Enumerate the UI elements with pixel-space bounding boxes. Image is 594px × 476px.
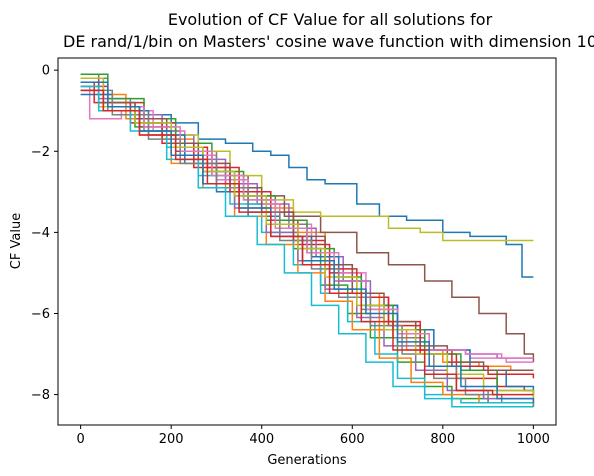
x-axis: 0 200 400 600 800 1000: [76, 425, 550, 447]
x-tick-label: 400: [249, 432, 274, 447]
series-line: [80, 77, 535, 399]
series-line: [80, 89, 535, 407]
chart-title-line-2: DE rand/1/bin on Masters' cosine wave fu…: [63, 32, 594, 51]
y-tick-label: −4: [31, 226, 50, 241]
x-tick-label: 600: [340, 432, 365, 447]
x-axis-label: Generations: [267, 453, 347, 468]
y-axis-label: CF Value: [9, 213, 24, 269]
y-tick-label: −6: [31, 307, 50, 322]
y-tick-label: −8: [31, 388, 50, 403]
plot-frame: [57, 57, 557, 426]
x-tick-label: 800: [430, 432, 455, 447]
x-tick-label: 200: [159, 432, 184, 447]
series-group: [80, 73, 535, 408]
y-tick-label: −2: [31, 145, 50, 160]
y-tick-label: 0: [42, 64, 50, 79]
x-tick-label: 0: [76, 432, 84, 447]
x-tick-label: 1000: [517, 432, 550, 447]
series-line: [80, 89, 534, 396]
y-axis: 0 −2 −4 −6 −8: [31, 64, 58, 403]
chart-title-line-1: Evolution of CF Value for all solutions …: [168, 10, 493, 29]
